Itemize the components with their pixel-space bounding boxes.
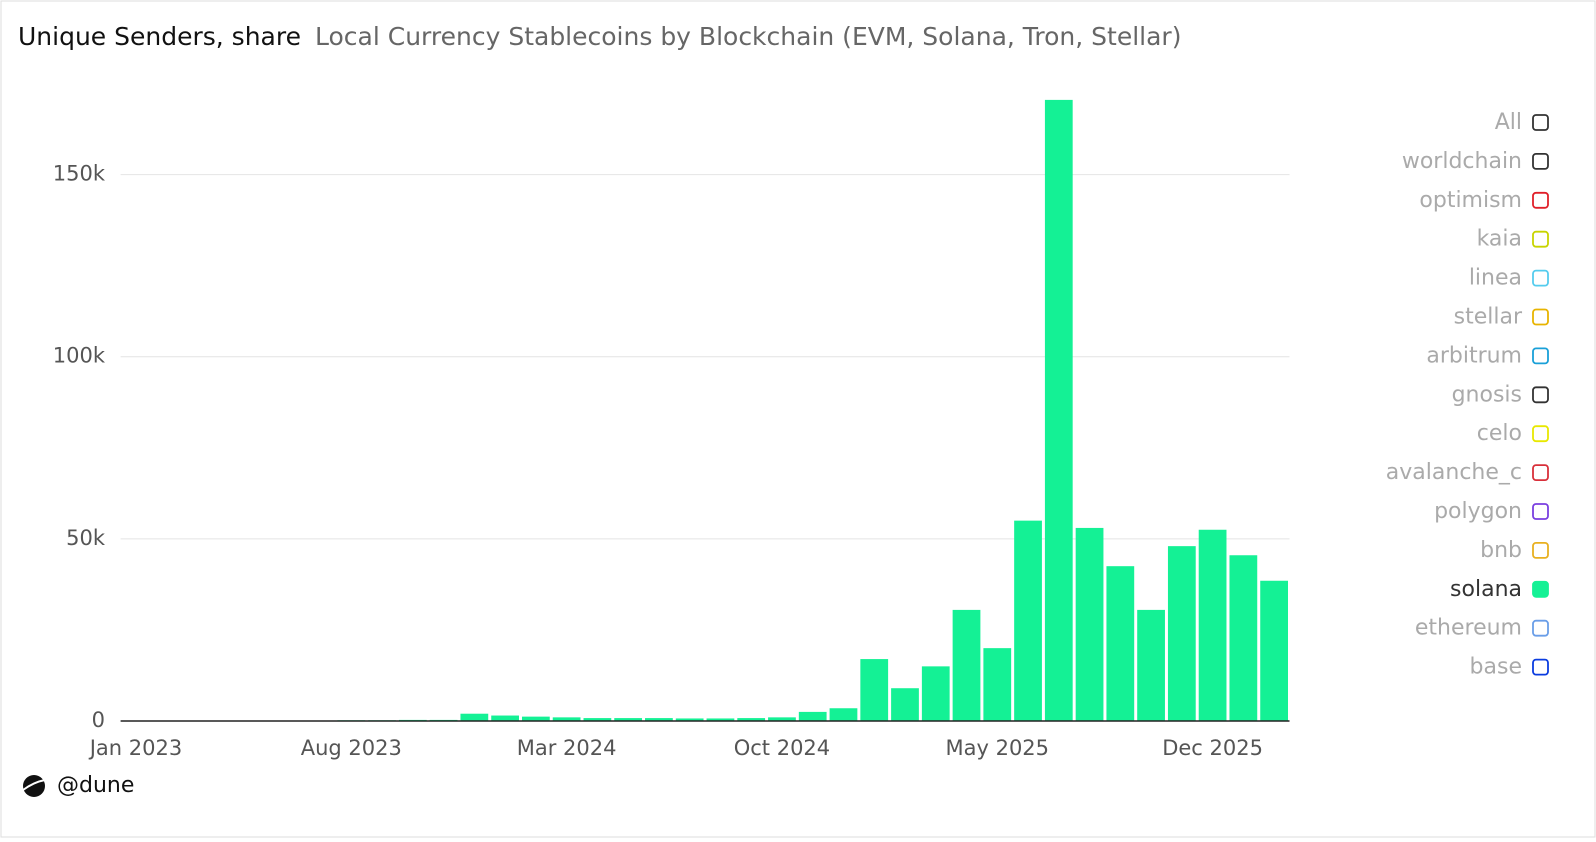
legend-label: optimism [1419,188,1522,213]
footer: @dune [57,773,134,798]
legend-label: kaia [1477,227,1522,252]
legend-label: polygon [1434,499,1522,524]
y-tick-label: 50k [66,526,106,550]
bar [953,610,981,721]
bar [1106,566,1134,721]
legend-label: base [1470,655,1522,680]
y-tick-label: 150k [53,162,106,186]
legend-label: arbitrum [1426,343,1522,368]
chart-title: Unique Senders, share [18,22,301,51]
legend-label: stellar [1454,305,1523,330]
legend-label: gnosis [1452,382,1522,407]
x-tick-label: Oct 2024 [734,736,830,760]
bar [1199,530,1227,721]
x-tick-label: May 2025 [946,736,1050,760]
bar [1168,546,1196,721]
bar [1076,528,1104,721]
y-tick-label: 0 [92,708,105,732]
bar [1014,521,1042,721]
logo [23,775,45,797]
bar [1229,555,1257,721]
bar [983,648,1011,721]
bar [830,708,858,721]
legend-label: solana [1450,577,1522,602]
bar [491,716,519,721]
bar [860,659,888,721]
bar [799,712,827,721]
legend-label: celo [1477,421,1522,446]
chart-subtitle: Local Currency Stablecoins by Blockchain… [315,22,1181,51]
x-tick-label: Aug 2023 [301,736,402,760]
bar [891,688,919,721]
legend-label: worldchain [1402,149,1522,174]
bar [460,714,488,721]
legend-label: bnb [1480,538,1522,563]
legend-swatch [1533,582,1548,597]
bar [1137,610,1165,721]
legend-label: linea [1469,266,1522,291]
bar [1260,581,1288,721]
legend-label: ethereum [1415,616,1522,641]
x-tick-label: Dec 2025 [1162,736,1263,760]
y-tick-label: 100k [53,344,106,368]
legend-label: avalanche_c [1386,460,1522,485]
x-tick-label: Mar 2024 [517,736,617,760]
x-tick-label: Jan 2023 [88,736,183,760]
legend-label: All [1495,110,1522,135]
bar [922,666,950,721]
bar [1045,100,1073,721]
